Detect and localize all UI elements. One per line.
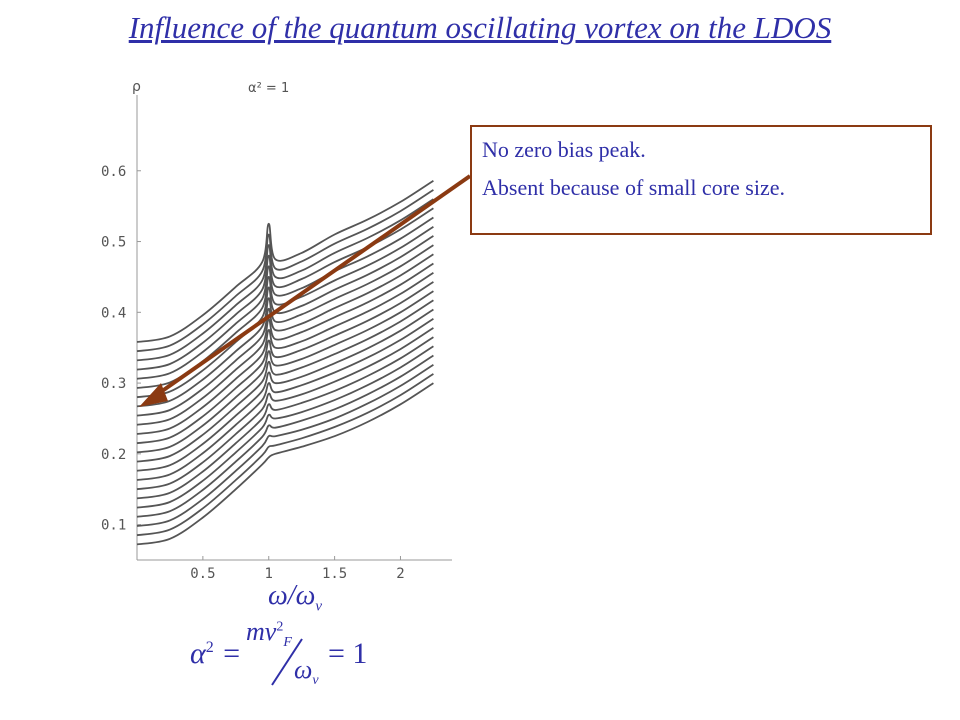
ldos-curve-14 <box>136 262 434 426</box>
annotation-line-2: Absent because of small core size. <box>482 175 785 200</box>
inset-label: α² = 1 <box>248 81 289 96</box>
x-tick-label: 0.5 <box>190 566 215 582</box>
y-tick-label: 0.5 <box>101 235 126 251</box>
y-tick-label: 0.1 <box>101 518 126 534</box>
ldos-curve-22 <box>136 189 434 353</box>
alpha-formula: α2 = mv2F ωv = 1 <box>190 617 390 689</box>
y-tick-label: 0.4 <box>101 305 126 321</box>
x-tick-label: 1 <box>265 566 273 582</box>
ldos-curve-8 <box>136 317 434 481</box>
x-ticks: 0.5 1 1.5 2 <box>190 556 405 582</box>
ldos-curve-16 <box>136 244 434 408</box>
pointer-arrowhead <box>139 383 168 407</box>
ldos-curve-5 <box>136 345 434 509</box>
ldos-curve-17 <box>136 235 434 399</box>
ldos-curve-2 <box>136 373 434 537</box>
slide-title: Influence of the quantum oscillating vor… <box>128 10 832 45</box>
annotation-box: No zero bias peak. Absent because of sma… <box>470 125 932 235</box>
ldos-curve-13 <box>136 271 434 435</box>
ldos-curve-3 <box>136 363 434 527</box>
ldos-curve-11 <box>136 290 434 454</box>
formula-rhs: = 1 <box>328 637 368 670</box>
ldos-curves <box>136 179 434 546</box>
x-axis-label: ω/ωv <box>268 580 323 615</box>
x-tick-label: 1.5 <box>322 566 347 582</box>
ldos-curve-9 <box>136 308 434 472</box>
ldos-curve-23 <box>136 179 434 343</box>
formula-lhs: α2 = <box>190 637 242 670</box>
annotation-line-1: No zero bias peak. <box>482 137 646 162</box>
ldos-curve-4 <box>136 354 434 518</box>
ldos-curve-1 <box>136 382 434 546</box>
x-tick-label: 2 <box>396 566 404 582</box>
y-tick-label: 0.3 <box>101 376 126 392</box>
pointer-arrow-line <box>153 174 472 398</box>
y-tick-label: 0.6 <box>101 164 126 180</box>
formula-slash <box>271 638 303 686</box>
ldos-curve-7 <box>136 327 434 491</box>
formula-numerator: mv2F <box>246 617 292 651</box>
y-tick-label: 0.2 <box>101 447 126 463</box>
formula-denominator: ωv <box>294 655 319 689</box>
y-axis-label: ρ <box>132 79 141 95</box>
ldos-curve-19 <box>136 216 434 380</box>
ldos-curve-21 <box>136 198 434 362</box>
y-ticks: 0.1 0.2 0.3 0.4 0.5 0.6 <box>101 164 141 534</box>
ldos-curve-15 <box>136 253 434 417</box>
ldos-curve-12 <box>136 281 434 445</box>
ldos-curve-10 <box>136 299 434 463</box>
ldos-curve-6 <box>136 336 434 500</box>
